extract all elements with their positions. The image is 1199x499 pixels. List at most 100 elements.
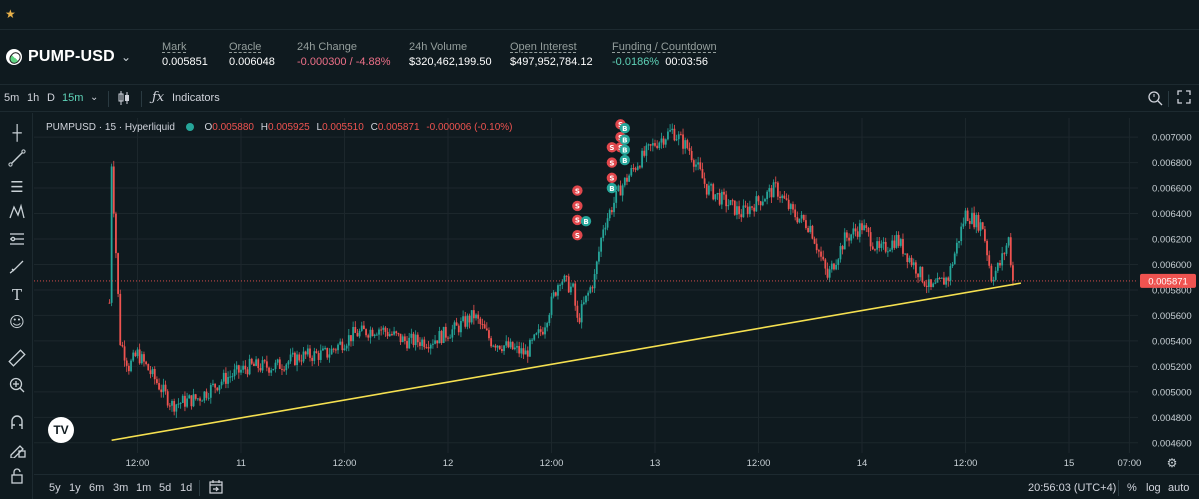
sell-marker	[606, 172, 618, 184]
fib-levels-icon[interactable]	[6, 230, 28, 252]
candle-body	[886, 251, 889, 253]
lock-icon[interactable]	[6, 467, 28, 489]
brush-icon[interactable]	[6, 257, 28, 279]
candle-body	[669, 130, 671, 132]
horizontal-lines-icon[interactable]: ☰	[10, 178, 24, 196]
candle-body	[876, 241, 878, 250]
candle-body	[520, 348, 523, 354]
coin-selector[interactable]: PUMP-USD ⌄	[6, 45, 131, 69]
candle-body	[184, 395, 186, 407]
candle-body	[352, 326, 355, 342]
candle-body	[406, 340, 408, 349]
candle-body	[962, 223, 965, 227]
candle-body	[615, 191, 618, 203]
candle-body	[235, 365, 238, 370]
stat-label[interactable]: Oracle	[229, 41, 262, 53]
timeframe-15m[interactable]: 15m	[62, 92, 84, 104]
candle-body	[263, 360, 266, 362]
legend-change: -0.000006 (-0.10%)	[426, 122, 513, 133]
candle-body	[442, 326, 445, 343]
range-1d[interactable]: 1d	[180, 482, 193, 494]
stat-value: $497,952,784.12	[510, 56, 593, 68]
candle-body	[434, 340, 436, 344]
range-5y[interactable]: 5y	[49, 482, 61, 494]
candle-body	[419, 342, 421, 346]
stat-label[interactable]: Funding / Countdown	[612, 41, 717, 53]
timeframe-5m[interactable]: 5m	[4, 92, 20, 104]
trend-line-icon[interactable]	[6, 149, 28, 171]
candle-body	[356, 332, 359, 337]
candle-body	[736, 206, 738, 215]
candle-body	[363, 325, 365, 330]
fullscreen-icon[interactable]	[1177, 90, 1191, 108]
range-1y[interactable]: 1y	[69, 482, 81, 494]
candle-body	[636, 166, 639, 170]
zoom-settings-icon[interactable]	[1147, 90, 1163, 110]
function-icon[interactable]: ƒx	[152, 90, 165, 105]
goto-date-icon[interactable]	[208, 479, 224, 498]
candle-body	[764, 199, 766, 202]
range-5d[interactable]: 5d	[159, 482, 172, 494]
emoji-icon[interactable]: ☺	[9, 313, 25, 331]
buy-marker	[580, 215, 592, 227]
legend-o-label: O	[204, 122, 213, 133]
candle-body	[608, 210, 611, 219]
timeframe-d[interactable]: D	[47, 92, 55, 104]
crosshair-icon[interactable]: ┼	[12, 124, 22, 142]
candle-body	[882, 241, 885, 244]
price-chart[interactable]: 0.007000 0.006800 0.006600 0.006400 0.006200…	[34, 113, 1199, 473]
candle-body	[490, 338, 493, 347]
candle-body	[772, 182, 775, 198]
candle-body	[902, 239, 904, 254]
star-icon[interactable]: ★	[5, 7, 16, 21]
candle-body	[878, 241, 881, 248]
candle-body	[330, 348, 333, 355]
funding-rate: -0.0186%	[612, 56, 660, 68]
stat-value: $320,462,199.50	[409, 56, 492, 68]
legend-close: 0.005871	[377, 122, 420, 133]
toolbar-divider	[141, 91, 142, 107]
lock-drawings-icon[interactable]	[6, 440, 28, 462]
auto-toggle[interactable]: auto	[1168, 482, 1190, 494]
legend-low: 0.005510	[322, 122, 364, 133]
candle-body	[328, 354, 331, 358]
chart-canvas[interactable]: 0.007000 0.006800 0.006600 0.006400 0.006200…	[34, 113, 1199, 473]
stat-label[interactable]: Open Interest	[510, 41, 577, 53]
range-3m[interactable]: 3m	[113, 482, 129, 494]
candle-body	[733, 200, 736, 215]
trade-marker-label: S	[575, 217, 580, 225]
settings-gear-icon[interactable]: ⚙	[1167, 456, 1178, 470]
text-icon[interactable]: T	[11, 286, 22, 304]
range-6m[interactable]: 6m	[89, 482, 105, 494]
candle-body	[294, 352, 296, 366]
top-bar: ★	[0, 0, 1199, 30]
zoom-in-icon[interactable]	[6, 376, 28, 398]
candlestick-icon[interactable]	[117, 90, 131, 110]
candle-body	[427, 347, 430, 349]
stat-label[interactable]: Mark	[162, 41, 187, 53]
candle-body	[692, 160, 695, 167]
magnet-icon[interactable]	[6, 413, 28, 435]
chevron-down-icon[interactable]: ⌄	[90, 92, 99, 103]
candle-body	[626, 177, 628, 182]
log-toggle[interactable]: log	[1146, 482, 1161, 494]
candle-body	[460, 321, 462, 333]
range-1m[interactable]: 1m	[136, 482, 152, 494]
x-tick-label: 15	[1064, 458, 1075, 469]
indicators-button[interactable]: Indicators	[172, 92, 220, 104]
candle-body	[112, 166, 115, 214]
candle-body	[511, 341, 514, 350]
candle-body	[337, 344, 339, 351]
candle-body	[438, 331, 441, 344]
ruler-icon[interactable]	[6, 349, 28, 371]
candle-body	[110, 166, 113, 303]
candle-body	[968, 221, 971, 224]
timeframe-1h[interactable]: 1h	[27, 92, 40, 104]
tradingview-logo[interactable]: TV	[48, 417, 74, 443]
pattern-icon[interactable]	[6, 203, 28, 225]
candle-body	[677, 134, 680, 140]
clock[interactable]: 20:56:03 (UTC+4)	[1028, 482, 1117, 494]
percent-toggle[interactable]: %	[1127, 482, 1137, 494]
candle-body	[158, 383, 160, 390]
chevron-down-icon[interactable]: ⌄	[120, 50, 131, 64]
